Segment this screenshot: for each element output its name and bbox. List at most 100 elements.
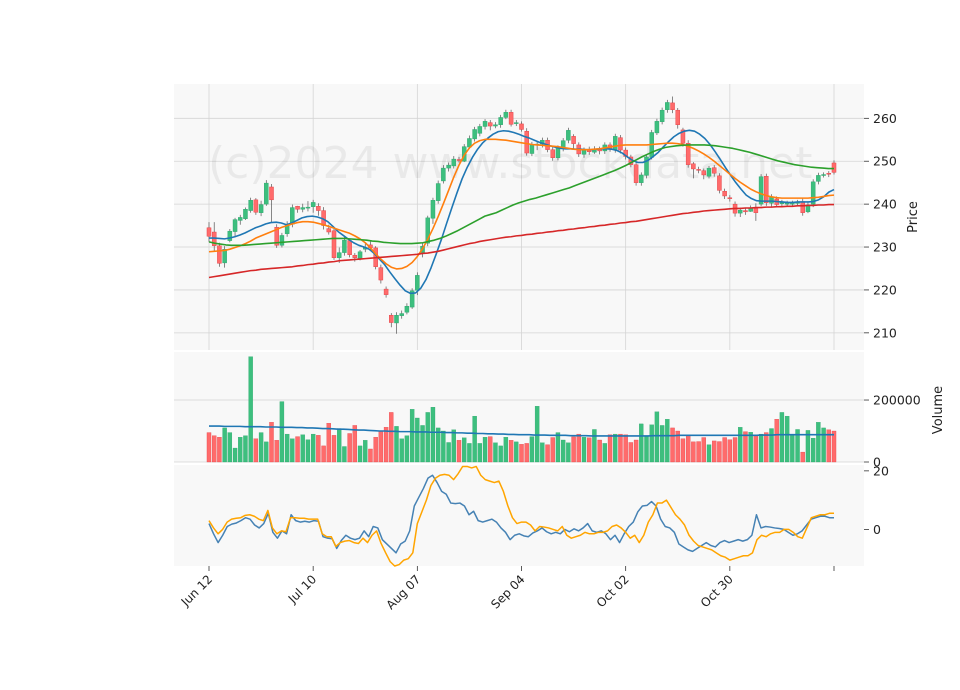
volume-bar [769,428,774,463]
volume-bar [779,412,785,463]
candle-body [826,173,832,175]
volume-bar [253,438,259,463]
volume-bar [425,412,430,463]
candle-body [680,129,686,144]
price-panel-bg [174,84,864,350]
x-tick-label: Sep 04 [488,572,527,611]
volume-bar [206,432,212,463]
volume-bar [331,435,337,463]
volume-bar [685,435,691,463]
volume-bar [727,439,733,463]
candle-body [701,170,707,176]
volume-bar [514,441,519,463]
volume-bar [550,437,555,463]
volume-bar [602,443,608,463]
volume-bar [831,430,837,463]
volume-bar [566,442,571,463]
candle-body [430,200,436,219]
volume-bar [712,440,717,463]
watermark: (c)2024 www.stockdata.net [208,138,812,189]
candle-body [639,174,644,183]
candle-body [816,175,821,182]
candle-body [425,217,430,244]
volume-bar [743,431,748,463]
volume-bar [732,437,738,463]
volume-bar [378,430,384,463]
ind-panel-bg [174,465,864,566]
candle-body [519,123,524,130]
volume-bar [613,433,618,463]
volume-bar [810,437,816,463]
candle-body [446,164,451,169]
moving-average-line-2 [208,144,834,247]
price-y-tick-label: 220 [873,282,897,297]
candle-body [670,102,675,110]
volume-bar [284,433,290,463]
candle-body [477,126,483,134]
volume-bar [529,436,535,463]
volume-bar [503,437,509,463]
volume-bar [816,422,821,463]
volume-bar [691,441,696,463]
candle-body [566,130,571,141]
volume-bar [680,438,686,463]
x-tick-label: Jun 12 [178,572,215,609]
candle-body [305,206,311,209]
candle-body [717,175,722,191]
candle-body [352,254,358,258]
candle-body [675,109,680,125]
volume-bar [430,407,436,463]
candle-body [409,290,415,308]
volume-bar [675,430,680,463]
candle-body [347,240,352,255]
volume-bar [441,430,446,463]
volume-bar [321,445,326,463]
volume-bar [472,415,477,463]
volume-bar [264,441,269,463]
candle-body [769,197,774,204]
volume-bar [738,427,743,463]
volume-bar [493,442,498,463]
price-y-tick-label: 260 [873,111,897,126]
volume-bar [383,427,389,463]
volume-bar [279,401,285,463]
volume-bar [821,427,826,463]
moving-average-line-1 [208,138,835,270]
volume-bar [337,428,342,463]
candle-body [435,183,441,201]
volume-bar [409,409,415,463]
volume-bar [258,432,264,463]
volume-bar [592,429,597,463]
volume-bar [404,435,410,463]
volume-bar [758,433,764,463]
candle-body [784,203,790,205]
candle-body [618,137,623,151]
x-tick-label: Oct 02 [594,572,632,610]
volume-bar [576,433,581,463]
candle-body [706,167,712,177]
candle-body [514,122,519,124]
candle-body [383,288,389,295]
volume-bar [373,437,378,463]
candle-body [753,208,759,213]
volume-bar [274,440,279,463]
volume-average-line [209,425,834,437]
candle-body [243,209,248,219]
volume-bar [587,437,592,463]
candle-body [659,109,665,122]
volume-bar [232,447,238,463]
candle-body [415,275,420,291]
volume-bar [415,417,420,463]
volume-bar [764,432,769,463]
price-y-tick-label: 210 [873,325,897,340]
candle-body [232,219,238,232]
volume-bar [784,415,790,463]
volume-bar [748,432,753,463]
candle-body [389,315,394,323]
x-tick-label: Oct 30 [698,572,736,610]
candle-body [758,176,764,205]
volume-bar [654,411,660,463]
candle-body [691,163,696,170]
candle-body [264,182,269,205]
candle-body [571,136,576,144]
